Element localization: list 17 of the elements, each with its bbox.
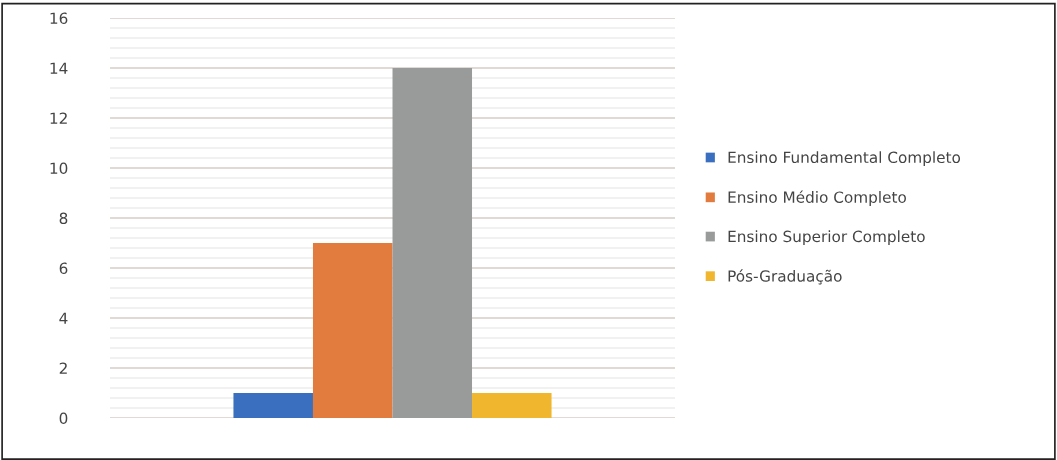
bar (392, 68, 473, 418)
y-tick-label: 4 (59, 312, 68, 324)
y-tick-label: 12 (50, 112, 67, 124)
y-tick-label: 2 (59, 362, 67, 374)
y-tick-label: 16 (50, 12, 68, 25)
y-tick-label: 14 (50, 62, 68, 74)
bar (472, 393, 552, 418)
legend-label: Ensino Médio Completo (728, 190, 906, 206)
y-tick-label: 6 (59, 262, 68, 275)
legend-label: Pós-Graduação (728, 269, 842, 285)
legend-label: Ensino Superior Completo (728, 230, 925, 246)
bar (312, 243, 393, 418)
bar (233, 393, 313, 418)
y-tick-label: 8 (59, 212, 68, 225)
y-tick-label: 0 (59, 412, 68, 425)
legend-label: Ensino Fundamental Completo (728, 151, 961, 167)
y-tick-label: 10 (50, 162, 68, 175)
